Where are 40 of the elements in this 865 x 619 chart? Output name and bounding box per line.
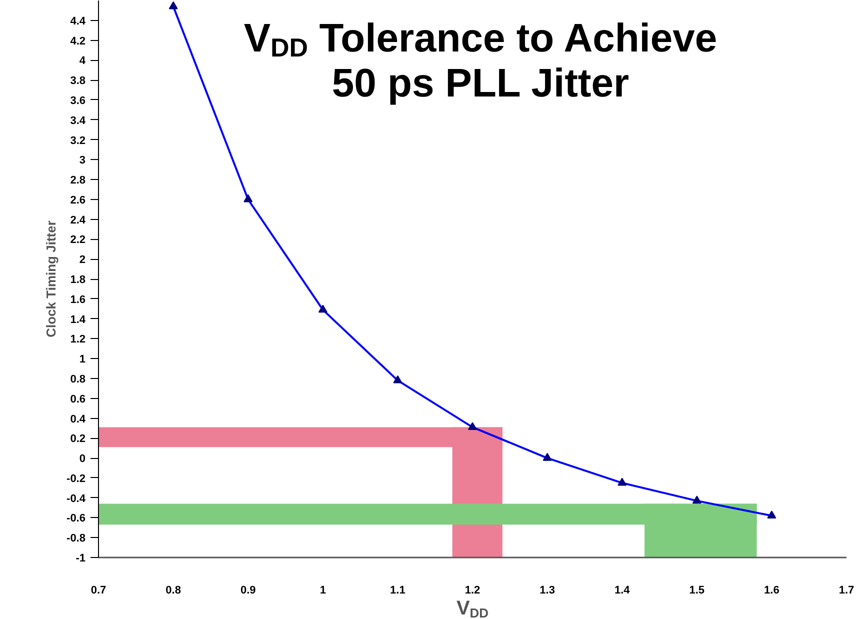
y-tick-label: -0.8 — [66, 532, 86, 545]
y-tick-label: 4.4 — [70, 15, 86, 28]
y-tick-label: 0.6 — [70, 393, 86, 406]
y-tick-label: 0 — [79, 453, 86, 466]
y-tick-label: -1 — [76, 552, 86, 564]
y-tick-label: 4 — [79, 55, 86, 68]
y-tick-label: 1.6 — [70, 294, 86, 306]
y-tick-label: -0.2 — [66, 472, 86, 485]
y-tick-label: 2.8 — [70, 174, 86, 187]
y-tick-label: 2.4 — [70, 214, 86, 226]
x-tick-label: 1 — [320, 584, 326, 596]
x-tick-label: 1.5 — [689, 584, 705, 596]
x-tick-label: 1.3 — [540, 584, 555, 596]
y-tick-label: 0.8 — [70, 373, 86, 386]
y-tick-label: 0.4 — [70, 413, 86, 426]
y-tick-label: 1.8 — [70, 274, 86, 286]
y-tick-label: 3 — [79, 154, 86, 167]
y-tick-label: 1.2 — [70, 334, 86, 346]
y-tick-label: 1.4 — [70, 314, 86, 326]
y-tick-label: 3.2 — [70, 134, 86, 147]
x-tick-label: 1.4 — [614, 584, 631, 596]
x-tick-label: 1.7 — [838, 584, 854, 596]
y-tick-label: 2.2 — [70, 234, 86, 246]
y-tick-label: 3.6 — [70, 94, 86, 107]
x-tick-label: 0.8 — [166, 584, 181, 596]
y-tick-label: 4.2 — [70, 35, 86, 48]
y-tick-label: 1 — [79, 354, 86, 366]
y-tick-label: 2.6 — [70, 194, 86, 206]
x-tick-label: 0.9 — [240, 584, 256, 596]
y-tick-label: 0.2 — [70, 433, 86, 446]
y-axis-title: Clock Timing Jitter — [44, 220, 59, 338]
x-tick-label: 1.1 — [390, 584, 406, 596]
x-tick-label: 0.7 — [90, 584, 106, 596]
y-tick-label: 3.8 — [70, 75, 86, 88]
y-tick-label: -0.6 — [66, 512, 86, 525]
y-tick-label: 3.4 — [70, 114, 86, 127]
x-tick-label: 1.2 — [464, 584, 480, 596]
x-tick-label: 1.6 — [764, 584, 780, 596]
y-tick-label: -0.4 — [66, 492, 86, 505]
y-tick-label: 2 — [79, 254, 86, 266]
